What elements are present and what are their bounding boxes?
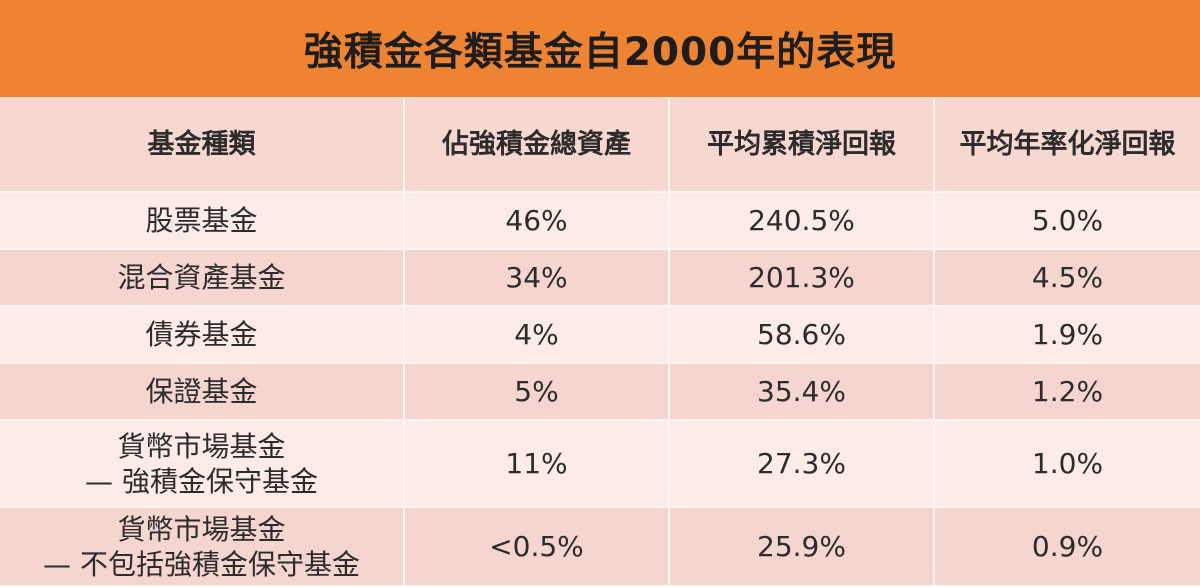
cumulative-return-cell: 25.9% (670, 508, 935, 587)
annualized-return-cell: 5.0% (935, 193, 1200, 250)
annualized-return-cell: 4.5% (935, 250, 1200, 307)
asset-share-cell: <0.5% (405, 508, 670, 587)
fund-type-cell: 貨幣市場基金 — 不包括強積金保守基金 (0, 508, 405, 587)
cumulative-return-cell: 27.3% (670, 421, 935, 508)
asset-share-cell: 11% (405, 421, 670, 508)
asset-share-cell: 46% (405, 193, 670, 250)
cumulative-return-cell: 58.6% (670, 307, 935, 364)
fund-type-cell: 股票基金 (0, 193, 405, 250)
header-cumulative-return: 平均累積淨回報 (670, 98, 935, 193)
asset-share-cell: 4% (405, 307, 670, 364)
annualized-return-cell: 1.2% (935, 364, 1200, 421)
header-annualized-return: 平均年率化淨回報 (935, 98, 1200, 193)
title-bar: 強積金各類基金自2000年的表現 (0, 0, 1200, 98)
annualized-return-cell: 1.0% (935, 421, 1200, 508)
asset-share-cell: 34% (405, 250, 670, 307)
header-fund-type: 基金種類 (0, 98, 405, 193)
annualized-return-cell: 1.9% (935, 307, 1200, 364)
fund-type-cell: 貨幣市場基金 — 強積金保守基金 (0, 421, 405, 508)
header-asset-share: 佔強積金總資產 (405, 98, 670, 193)
annualized-return-cell: 0.9% (935, 508, 1200, 587)
cumulative-return-cell: 35.4% (670, 364, 935, 421)
cumulative-return-cell: 201.3% (670, 250, 935, 307)
table-title: 強積金各類基金自2000年的表現 (303, 29, 897, 75)
fund-type-cell: 債券基金 (0, 307, 405, 364)
fund-performance-table: 基金種類 佔強積金總資產 平均累積淨回報 平均年率化淨回報 股票基金 46% 2… (0, 98, 1200, 587)
fund-type-cell: 混合資產基金 (0, 250, 405, 307)
cumulative-return-cell: 240.5% (670, 193, 935, 250)
fund-type-cell: 保證基金 (0, 364, 405, 421)
asset-share-cell: 5% (405, 364, 670, 421)
